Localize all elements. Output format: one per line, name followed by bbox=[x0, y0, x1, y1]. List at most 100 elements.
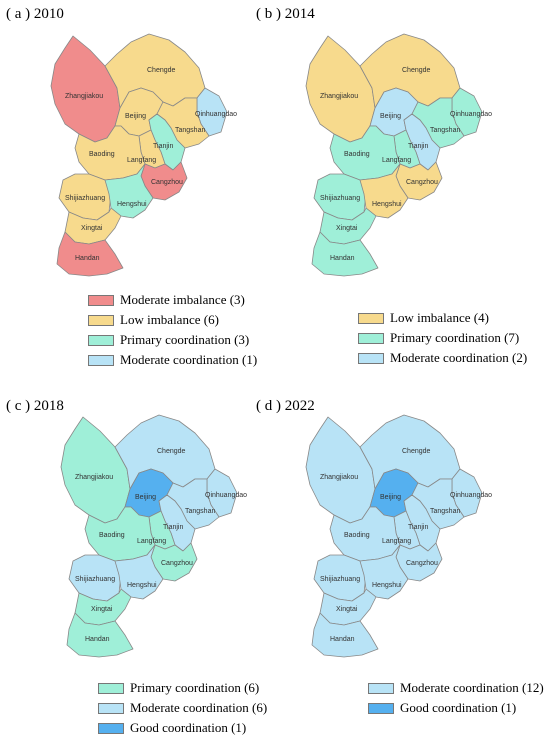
legend-label: Moderate coordination (6) bbox=[130, 700, 268, 715]
region-label-tianjin: Tianjin bbox=[408, 143, 428, 150]
region-baoding bbox=[84, 506, 156, 562]
region-label-tianjin: Tianjin bbox=[153, 143, 173, 150]
region-label-chengde: Chengde bbox=[157, 448, 186, 455]
legend-item: Moderate coordination (12) bbox=[368, 678, 544, 698]
region-label-beijing: Beijing bbox=[380, 113, 401, 120]
region-label-zhangjiakou: Zhangjiakou bbox=[320, 474, 358, 481]
region-label-handan: Handan bbox=[330, 255, 355, 262]
region-handan bbox=[311, 612, 379, 658]
region-label-shijiazhuang: Shijiazhuang bbox=[320, 195, 360, 202]
legend-swatch bbox=[98, 702, 124, 714]
region-label-chengde: Chengde bbox=[402, 67, 431, 74]
region-label-xingtai: Xingtai bbox=[81, 225, 103, 232]
map-2018: Zhangjiakou Chengde Qinhuangdao Beijing Tang… bbox=[60, 414, 247, 658]
legend-item: Moderate imbalance (3) bbox=[88, 290, 257, 310]
legend-item: Good coordination (1) bbox=[98, 718, 267, 738]
region-label-tangshan: Tangshan bbox=[430, 127, 460, 134]
legend-2022: Moderate coordination (12) Good coordinat… bbox=[368, 678, 544, 718]
region-label-xingtai: Xingtai bbox=[91, 606, 113, 613]
legend-item: Low imbalance (6) bbox=[88, 310, 257, 330]
legend-item: Good coordination (1) bbox=[368, 698, 544, 718]
region-label-tangshan: Tangshan bbox=[185, 508, 215, 515]
region-label-handan: Handan bbox=[75, 255, 100, 262]
legend-label: Primary coordination (6) bbox=[130, 680, 260, 695]
region-label-langfang: Langfang bbox=[137, 538, 166, 545]
region-label-chengde: Chengde bbox=[402, 448, 431, 455]
region-label-baoding: Baoding bbox=[344, 532, 370, 539]
region-zhangjiakou bbox=[305, 416, 376, 524]
region-label-qinhuangdao: Qinhuangdao bbox=[195, 111, 237, 118]
region-label-xingtai: Xingtai bbox=[336, 225, 358, 232]
legend-swatch bbox=[88, 334, 114, 346]
legend-label: Moderate coordination (1) bbox=[120, 352, 258, 367]
legend-swatch bbox=[368, 682, 394, 694]
region-label-hengshui: Hengshui bbox=[117, 201, 147, 208]
panel-d-title: ( d ) 2022 bbox=[256, 398, 315, 414]
region-label-cangzhou: Cangzhou bbox=[406, 560, 438, 567]
panel-b-title: ( b ) 2014 bbox=[256, 6, 315, 22]
region-label-tianjin: Tianjin bbox=[163, 524, 183, 531]
map-2014: Zhangjiakou Chengde Qinhuangdao Beijing Tang… bbox=[305, 33, 492, 277]
region-label-handan: Handan bbox=[85, 636, 110, 643]
legend-swatch bbox=[358, 312, 384, 324]
region-label-tangshan: Tangshan bbox=[430, 508, 460, 515]
legend-2014: Low imbalance (4) Primary coordination (7… bbox=[358, 308, 527, 368]
legend-item: Moderate coordination (2) bbox=[358, 348, 527, 368]
legend-swatch bbox=[88, 354, 114, 366]
legend-swatch bbox=[358, 352, 384, 364]
region-label-chengde: Chengde bbox=[147, 67, 176, 74]
region-label-cangzhou: Cangzhou bbox=[406, 179, 438, 186]
legend-item: Primary coordination (7) bbox=[358, 328, 527, 348]
region-label-handan: Handan bbox=[330, 636, 355, 643]
legend-swatch bbox=[98, 682, 124, 694]
legend-item: Moderate coordination (6) bbox=[98, 698, 267, 718]
region-label-baoding: Baoding bbox=[99, 532, 125, 539]
legend-label: Good coordination (1) bbox=[130, 720, 247, 735]
region-label-hengshui: Hengshui bbox=[127, 582, 157, 589]
legend-label: Moderate imbalance (3) bbox=[120, 292, 245, 307]
region-baoding bbox=[74, 125, 146, 181]
legend-label: Moderate coordination (2) bbox=[390, 350, 528, 365]
region-label-baoding: Baoding bbox=[344, 151, 370, 158]
legend-item: Primary coordination (6) bbox=[98, 678, 267, 698]
legend-label: Low imbalance (4) bbox=[390, 310, 489, 325]
region-handan bbox=[66, 612, 134, 658]
legend-item: Low imbalance (4) bbox=[358, 308, 527, 328]
legend-swatch bbox=[88, 294, 114, 306]
region-label-baoding: Baoding bbox=[89, 151, 115, 158]
region-label-qinhuangdao: Qinhuangdao bbox=[450, 111, 492, 118]
legend-label: Low imbalance (6) bbox=[120, 312, 219, 327]
region-label-langfang: Langfang bbox=[382, 538, 411, 545]
legend-item: Moderate coordination (1) bbox=[88, 350, 257, 370]
region-handan bbox=[56, 231, 124, 277]
region-label-cangzhou: Cangzhou bbox=[161, 560, 193, 567]
region-label-langfang: Langfang bbox=[382, 157, 411, 164]
legend-swatch bbox=[88, 314, 114, 326]
region-label-zhangjiakou: Zhangjiakou bbox=[75, 474, 113, 481]
legend-label: Primary coordination (3) bbox=[120, 332, 250, 347]
region-label-shijiazhuang: Shijiazhuang bbox=[320, 576, 360, 583]
legend-label: Primary coordination (7) bbox=[390, 330, 520, 345]
legend-swatch bbox=[368, 702, 394, 714]
region-handan bbox=[311, 231, 379, 277]
region-label-tianjin: Tianjin bbox=[408, 524, 428, 531]
region-label-shijiazhuang: Shijiazhuang bbox=[65, 195, 105, 202]
legend-swatch bbox=[358, 332, 384, 344]
region-label-zhangjiakou: Zhangjiakou bbox=[65, 93, 103, 100]
region-zhangjiakou bbox=[50, 35, 121, 143]
region-label-beijing: Beijing bbox=[135, 494, 156, 501]
region-baoding bbox=[329, 125, 401, 181]
region-zhangjiakou bbox=[60, 416, 131, 524]
region-label-hengshui: Hengshui bbox=[372, 201, 402, 208]
region-label-qinhuangdao: Qinhuangdao bbox=[450, 492, 492, 499]
legend-swatch bbox=[98, 722, 124, 734]
region-label-qinhuangdao: Qinhuangdao bbox=[205, 492, 247, 499]
legend-label: Moderate coordination (12) bbox=[400, 680, 544, 695]
map-2022: Zhangjiakou Chengde Qinhuangdao Beijing Tang… bbox=[305, 414, 492, 658]
panel-a-title: ( a ) 2010 bbox=[6, 6, 64, 22]
region-label-beijing: Beijing bbox=[380, 494, 401, 501]
legend-2018: Primary coordination (6) Moderate coordin… bbox=[98, 678, 267, 738]
region-label-langfang: Langfang bbox=[127, 157, 156, 164]
legend-item: Primary coordination (3) bbox=[88, 330, 257, 350]
region-label-beijing: Beijing bbox=[125, 113, 146, 120]
